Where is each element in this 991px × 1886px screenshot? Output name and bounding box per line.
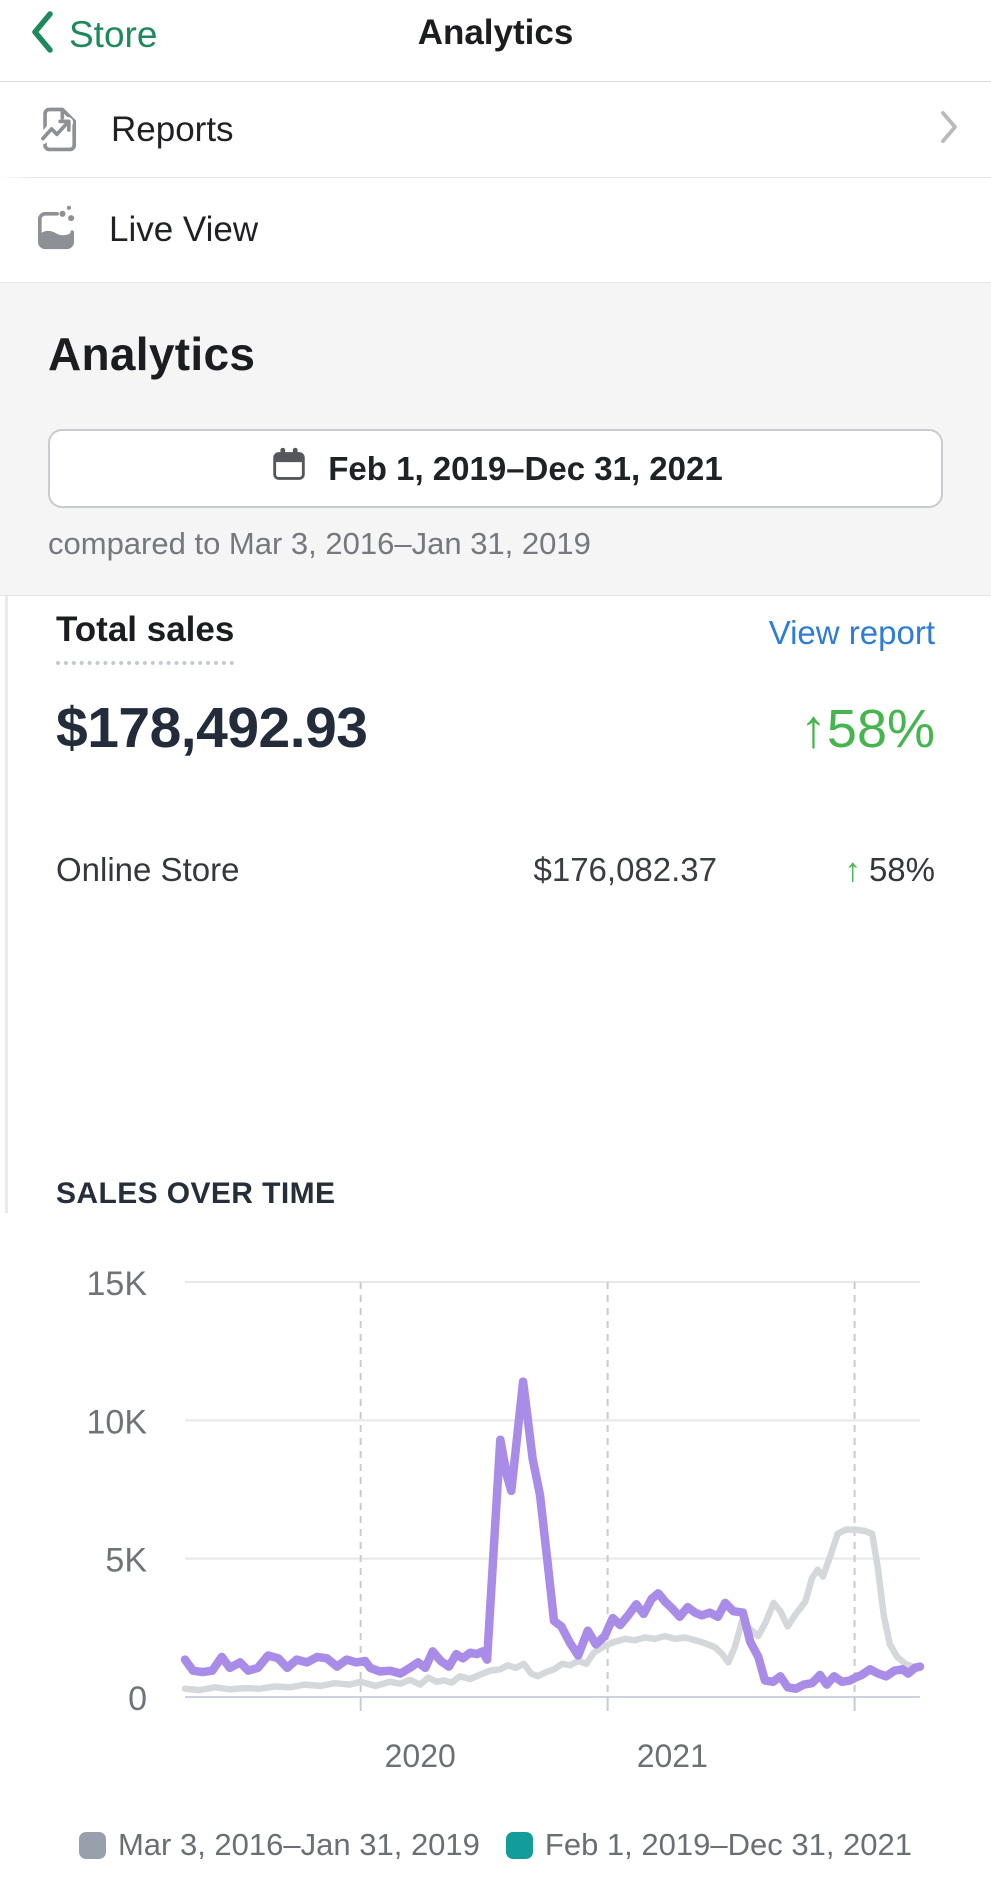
total-sales-change: ↑58% [799, 699, 935, 759]
svg-text:0: 0 [128, 1680, 147, 1718]
screen-edge-strip [5, 596, 8, 1213]
legend-item-current: Feb 1, 2019–Dec 31, 2021 [505, 1827, 913, 1863]
back-button[interactable]: Store [30, 10, 157, 59]
up-arrow-icon: ↑ [799, 699, 827, 759]
channel-row-online-store: Online Store $176,082.37 ↑ 58% [56, 851, 935, 893]
calendar-icon [268, 445, 310, 492]
date-range-button[interactable]: Feb 1, 2019–Dec 31, 2021 [48, 429, 943, 508]
sales-chart-svg: 15K 10K 5K 0 2020 2021 [87, 1265, 925, 1774]
svg-text:10K: 10K [87, 1403, 148, 1441]
menu-item-reports[interactable]: Reports [0, 82, 991, 178]
svg-text:5K: 5K [105, 1542, 147, 1580]
total-sales-title[interactable]: Total sales [56, 610, 235, 665]
page-title: Analytics [417, 13, 574, 52]
legend-label-current: Feb 1, 2019–Dec 31, 2021 [544, 1827, 913, 1862]
total-sales-amount: $178,492.93 [56, 696, 368, 760]
total-sales-card: Total sales View report $178,492.93 ↑58%… [0, 596, 991, 1213]
channel-name: Online Store [56, 851, 240, 888]
sales-over-time-title: SALES OVER TIME [56, 1177, 336, 1210]
up-arrow-icon: ↑ [844, 851, 861, 888]
menu-item-reports-label: Reports [111, 109, 234, 149]
svg-text:2020: 2020 [385, 1738, 456, 1774]
menu-item-live-view[interactable]: Live View [0, 178, 991, 282]
back-button-label: Store [69, 13, 158, 55]
legend-swatch-current-icon [505, 1831, 533, 1859]
chart-legend: Mar 3, 2016–Jan 31, 2019 Feb 1, 2019–Dec… [0, 1827, 991, 1863]
analytics-heading: Analytics [48, 328, 256, 380]
back-chevron-icon [30, 10, 55, 59]
chevron-right-icon [939, 109, 961, 150]
legend-item-previous: Mar 3, 2016–Jan 31, 2019 [78, 1827, 480, 1863]
reports-chart-icon [30, 103, 86, 157]
compared-to-text: compared to Mar 3, 2016–Jan 31, 2019 [48, 526, 591, 561]
nav-bar: Store Analytics [0, 0, 991, 82]
legend-label-previous: Mar 3, 2016–Jan 31, 2019 [117, 1827, 480, 1862]
date-range-label: Feb 1, 2019–Dec 31, 2021 [328, 449, 723, 487]
view-report-link[interactable]: View report [768, 614, 935, 651]
legend-swatch-previous-icon [78, 1831, 106, 1859]
channel-change: ↑ 58% [844, 851, 935, 888]
sales-over-time-chart: 15K 10K 5K 0 2020 2021 Mar 3, 2016–Jan 31, 20… [0, 1245, 991, 1862]
svg-text:2021: 2021 [637, 1738, 708, 1774]
analytics-panel: Analytics Feb 1, 2019–Dec 31, 2021 compa… [0, 282, 991, 596]
channel-amount: $176,082.37 [533, 851, 717, 888]
menu-item-live-view-label: Live View [109, 210, 259, 249]
live-view-icon [28, 203, 84, 257]
svg-text:15K: 15K [87, 1265, 148, 1303]
